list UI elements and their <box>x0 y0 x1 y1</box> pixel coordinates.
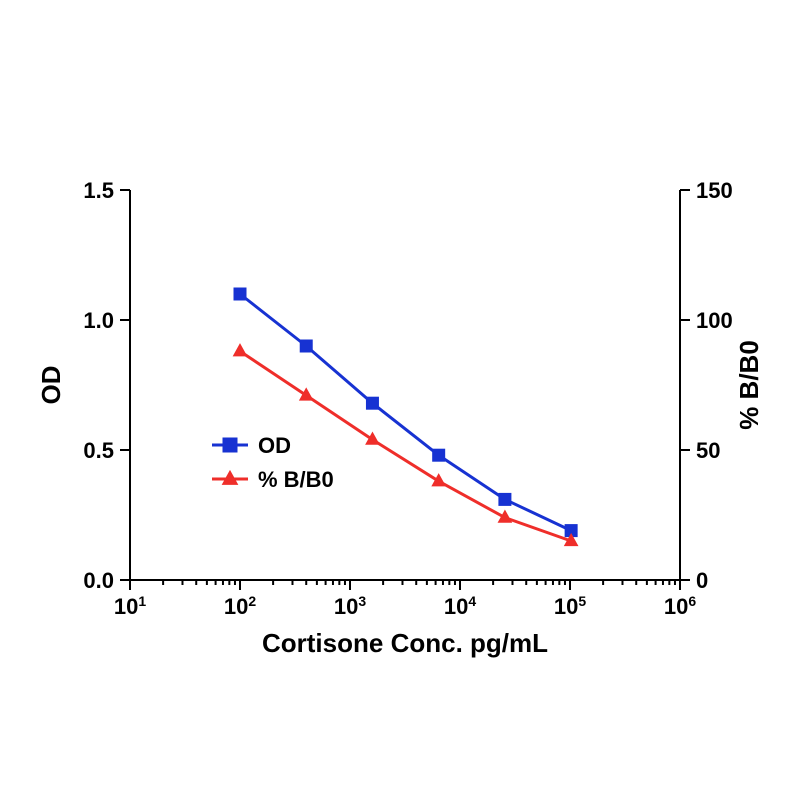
y-left-tick-label: 1.5 <box>83 178 114 203</box>
y-left-tick-label: 1.0 <box>83 308 114 333</box>
y-right-tick-label: 100 <box>696 308 733 333</box>
x-tick-label: 105 <box>554 593 586 619</box>
series-marker-1 <box>300 388 313 400</box>
series-marker-0 <box>366 397 378 409</box>
y-right-tick-label: 50 <box>696 438 720 463</box>
y-left-tick-label: 0.0 <box>83 568 114 593</box>
chart-container: 101 102 103 104 105 106 Cortisone Conc. pg/mL 0… <box>0 0 800 800</box>
y-left-title: OD <box>36 366 66 405</box>
series-marker-0 <box>300 340 312 352</box>
y-right-title: % B/B0 <box>734 340 764 430</box>
series-marker-0 <box>433 449 445 461</box>
x-axis-title: Cortisone Conc. pg/mL <box>262 628 548 658</box>
x-tick-label: 104 <box>444 593 476 619</box>
legend-label-1: % B/B0 <box>258 467 334 492</box>
legend-label-0: OD <box>258 433 291 458</box>
x-tick-label: 101 <box>114 593 146 619</box>
series-marker-0 <box>234 288 246 300</box>
series-marker-1 <box>366 433 379 445</box>
chart-svg: 101 102 103 104 105 106 Cortisone Conc. pg/mL 0… <box>0 0 800 800</box>
y-right-tick-label: 0 <box>696 568 708 593</box>
y-left-tick-label: 0.5 <box>83 438 114 463</box>
series-marker-0 <box>499 493 511 505</box>
series-marker-1 <box>234 344 247 356</box>
x-tick-label: 102 <box>224 593 256 619</box>
legend-marker-0 <box>223 438 237 452</box>
series-line-0 <box>240 294 571 531</box>
x-tick-label: 106 <box>664 593 696 619</box>
x-tick-label: 103 <box>334 593 366 619</box>
y-right-tick-label: 150 <box>696 178 733 203</box>
